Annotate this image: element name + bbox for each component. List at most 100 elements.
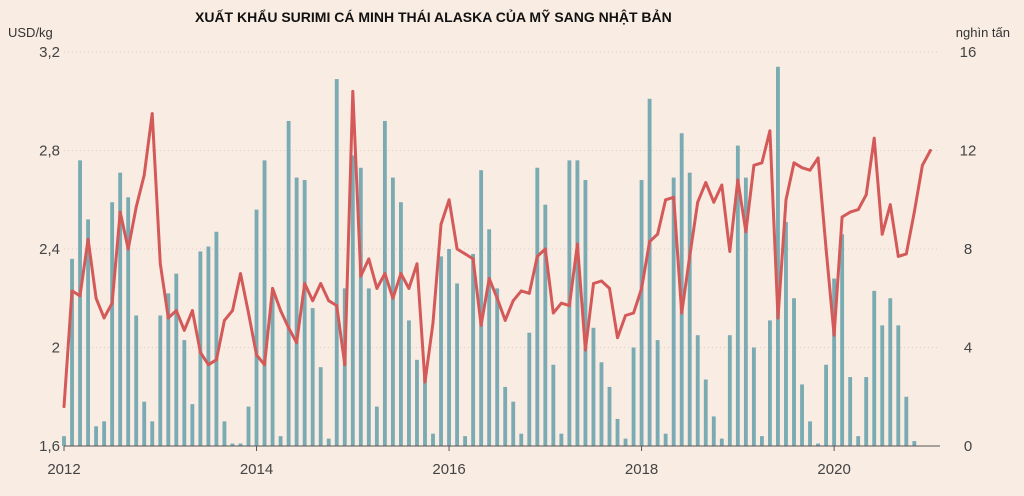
volume-bar bbox=[663, 433, 668, 446]
price-point bbox=[543, 247, 547, 251]
price-point bbox=[94, 296, 98, 300]
price-point bbox=[327, 299, 331, 303]
volume-bar bbox=[671, 177, 676, 446]
volume-bar bbox=[623, 438, 628, 446]
price-point bbox=[383, 272, 387, 276]
volume-bar bbox=[559, 433, 564, 446]
right-tick-label: 16 bbox=[960, 44, 977, 61]
volume-bar bbox=[872, 290, 877, 446]
volume-bar bbox=[126, 197, 131, 446]
volume-bar bbox=[535, 167, 540, 447]
price-point bbox=[519, 289, 523, 293]
volume-bar bbox=[455, 283, 460, 446]
price-point bbox=[656, 232, 660, 236]
left-tick-label: 2 bbox=[52, 340, 60, 357]
price-point bbox=[720, 183, 724, 187]
volume-bar bbox=[768, 320, 772, 446]
price-point bbox=[704, 181, 708, 184]
volume-bar bbox=[800, 384, 804, 446]
price-point bbox=[760, 161, 764, 165]
volume-bar bbox=[551, 364, 556, 446]
right-tick-label: 8 bbox=[964, 241, 972, 258]
price-point bbox=[78, 294, 82, 298]
price-point bbox=[551, 311, 555, 315]
price-point bbox=[287, 326, 291, 330]
right-tick-label: 4 bbox=[964, 340, 972, 357]
price-point bbox=[487, 277, 491, 280]
volume-bar bbox=[808, 421, 812, 446]
price-point bbox=[696, 200, 700, 204]
price-point bbox=[471, 257, 475, 261]
price-point bbox=[255, 353, 258, 357]
volume-bar bbox=[310, 308, 315, 446]
price-point bbox=[407, 287, 411, 290]
volume-bar bbox=[463, 436, 468, 446]
price-point bbox=[198, 351, 202, 354]
volume-bar bbox=[824, 364, 829, 446]
price-point bbox=[118, 210, 122, 214]
price-point bbox=[158, 262, 162, 266]
price-point bbox=[904, 252, 908, 256]
price-point bbox=[174, 309, 178, 312]
price-point bbox=[559, 301, 563, 305]
volume-bar bbox=[246, 406, 251, 446]
price-point bbox=[872, 136, 876, 140]
volume-bar bbox=[294, 177, 299, 446]
price-point bbox=[567, 304, 571, 308]
price-point bbox=[311, 299, 315, 303]
volume-bar bbox=[607, 386, 612, 446]
price-point bbox=[142, 173, 146, 177]
volume-bar bbox=[318, 367, 323, 446]
volume-bar bbox=[358, 167, 363, 447]
price-point bbox=[206, 363, 210, 367]
price-point bbox=[231, 309, 234, 312]
volume-bar bbox=[471, 253, 476, 446]
price-point bbox=[608, 287, 611, 290]
volume-bar bbox=[62, 436, 66, 446]
volume-bar bbox=[86, 219, 90, 446]
volume-bar bbox=[727, 335, 732, 446]
price-point bbox=[134, 205, 138, 209]
volume-bar bbox=[896, 325, 901, 446]
volume-bar bbox=[270, 293, 275, 446]
price-point bbox=[375, 287, 379, 290]
volume-bar bbox=[398, 202, 403, 446]
volume-bar bbox=[174, 273, 179, 446]
volume-bar bbox=[495, 288, 500, 446]
volume-bar bbox=[832, 278, 837, 446]
volume-bar bbox=[759, 436, 764, 446]
axes: 1,6 2 2,4 2,8 3,2 0 4 8 12 16 2012 2014 2016 2018 2020 bbox=[39, 44, 976, 478]
price-point bbox=[912, 210, 916, 214]
price-point bbox=[511, 299, 515, 303]
price-point bbox=[880, 232, 884, 236]
volume-bar bbox=[503, 386, 508, 446]
price-point bbox=[792, 161, 796, 165]
volume-bar bbox=[254, 209, 259, 446]
volume-bar bbox=[864, 377, 869, 446]
volume-bar bbox=[238, 443, 243, 446]
gridlines bbox=[64, 51, 940, 348]
price-point bbox=[527, 291, 531, 295]
volume-bar bbox=[134, 315, 139, 446]
price-point bbox=[600, 279, 603, 283]
volume-bar bbox=[431, 433, 435, 446]
volume-bar bbox=[615, 418, 620, 446]
price-point bbox=[359, 274, 363, 278]
volume-bar bbox=[286, 120, 291, 446]
price-point bbox=[800, 166, 804, 170]
price-point bbox=[215, 358, 218, 362]
volume-bar bbox=[190, 404, 195, 446]
price-point bbox=[110, 301, 114, 305]
volume-bar bbox=[70, 258, 74, 446]
price-point bbox=[832, 333, 836, 337]
volume-bar bbox=[366, 288, 371, 446]
price-point bbox=[928, 149, 932, 152]
volume-bar bbox=[848, 377, 853, 446]
x-tick-label: 2020 bbox=[817, 461, 850, 478]
left-tick-label: 3,2 bbox=[39, 44, 60, 61]
volume-bar bbox=[743, 177, 748, 446]
volume-bar bbox=[575, 160, 580, 446]
volume-bar bbox=[703, 379, 708, 446]
volume-bars bbox=[62, 66, 917, 447]
left-tick-label: 2,4 bbox=[39, 241, 60, 258]
